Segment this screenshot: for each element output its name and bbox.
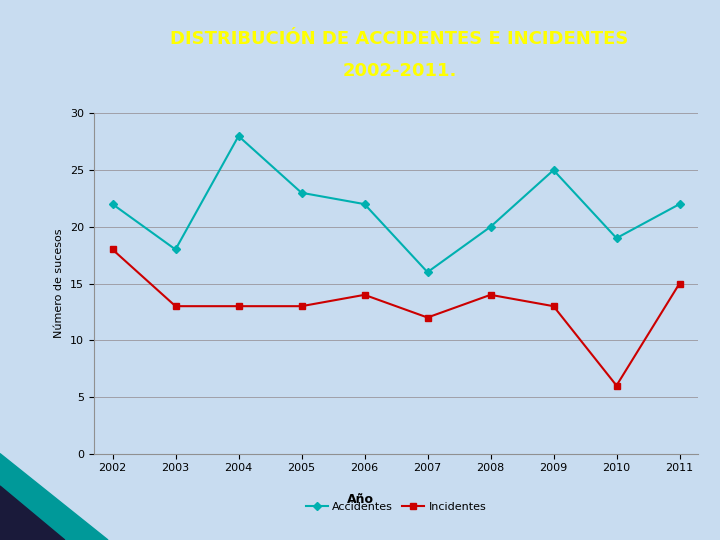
Accidentes bbox=[612, 235, 621, 241]
Incidentes bbox=[171, 303, 180, 309]
Line: Accidentes: Accidentes bbox=[109, 133, 683, 275]
Incidentes bbox=[297, 303, 306, 309]
Text: DISTRIBUCIÓN DE ACCIDENTES E INCIDENTES: DISTRIBUCIÓN DE ACCIDENTES E INCIDENTES bbox=[171, 30, 629, 48]
Accidentes bbox=[171, 246, 180, 253]
Incidentes bbox=[108, 246, 117, 253]
Text: 2002-2011.: 2002-2011. bbox=[343, 62, 456, 80]
Text: Año: Año bbox=[346, 493, 374, 506]
Accidentes bbox=[360, 201, 369, 207]
Accidentes bbox=[549, 167, 558, 173]
Accidentes bbox=[675, 201, 684, 207]
Incidentes bbox=[423, 314, 432, 321]
Y-axis label: Número de sucesos: Número de sucesos bbox=[54, 229, 64, 338]
Accidentes bbox=[486, 224, 495, 230]
Incidentes bbox=[549, 303, 558, 309]
Accidentes bbox=[297, 190, 306, 196]
Incidentes bbox=[675, 280, 684, 287]
Incidentes bbox=[234, 303, 243, 309]
Accidentes bbox=[423, 269, 432, 275]
Incidentes bbox=[360, 292, 369, 298]
Incidentes bbox=[486, 292, 495, 298]
Incidentes bbox=[612, 382, 621, 389]
Line: Incidentes: Incidentes bbox=[109, 247, 683, 388]
Legend: Accidentes, Incidentes: Accidentes, Incidentes bbox=[301, 497, 491, 516]
Accidentes bbox=[234, 133, 243, 139]
Accidentes bbox=[108, 201, 117, 207]
